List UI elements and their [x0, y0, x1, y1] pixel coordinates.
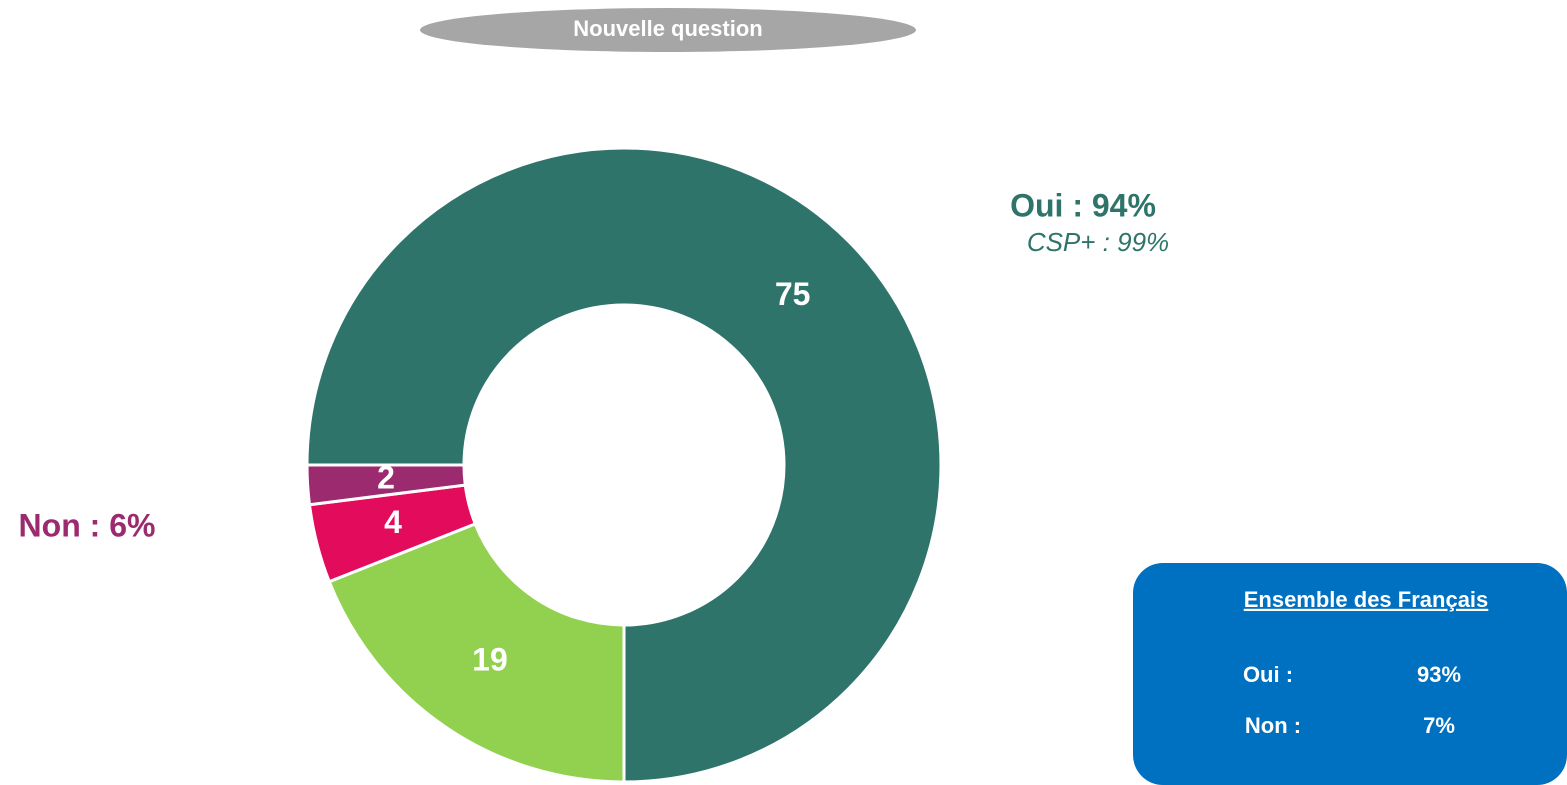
- summary-box: [1133, 563, 1567, 785]
- summary-label: Non :: [1245, 713, 1301, 738]
- annotation: Non : 6%: [19, 507, 156, 543]
- summary-value: 93%: [1417, 662, 1461, 687]
- chart-title: Nouvelle question: [573, 16, 762, 41]
- title-pill: [420, 8, 916, 52]
- data-labels: 75 19 4 2: [377, 276, 810, 678]
- summary-title: Ensemble des Français: [1244, 587, 1489, 612]
- annotation: CSP+ : 99%: [1027, 227, 1169, 257]
- donut-slice: [305, 146, 943, 784]
- donut: [305, 146, 943, 784]
- data-label: 2: [377, 459, 395, 495]
- annotation: Oui : 94%: [1010, 187, 1156, 223]
- data-label: 4: [384, 504, 402, 540]
- data-label: 75: [775, 276, 811, 312]
- summary-label: Oui :: [1243, 662, 1293, 687]
- donut-slice: [305, 463, 467, 507]
- donut-slice: [327, 521, 626, 784]
- data-label: 19: [472, 642, 508, 678]
- summary-value: 7%: [1423, 713, 1455, 738]
